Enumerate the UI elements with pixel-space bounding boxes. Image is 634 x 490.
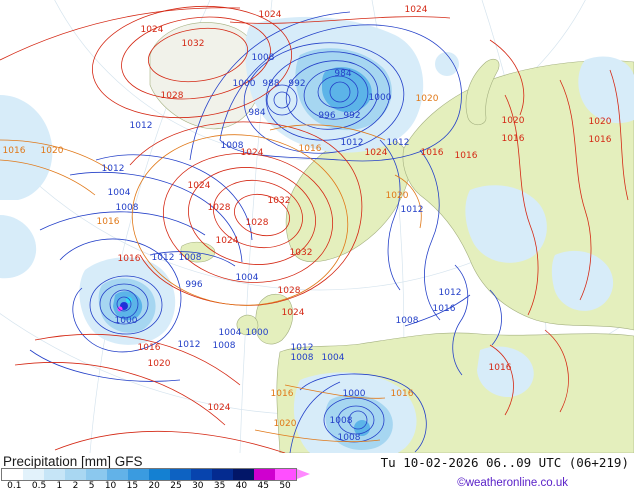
- isobars-mid: [0, 124, 422, 443]
- map-datetime: Tu 10-02-2026 06..09 UTC (06+219): [380, 455, 629, 470]
- scale-cell: [212, 469, 233, 480]
- scale-cell: [149, 469, 170, 480]
- precip-scale-values: 0.1 0.5 1 2 5 10 15 20 25 30 35 40 45 50: [2, 481, 296, 490]
- scale-value: 1: [56, 481, 63, 490]
- scale-cell: [86, 469, 107, 480]
- legend-footer: Precipitation [mm] GFS Tu 10-02-2026 06.…: [0, 453, 634, 490]
- scale-cell: [2, 469, 23, 480]
- scale-value: 30: [192, 481, 204, 490]
- scale-value: 25: [170, 481, 182, 490]
- scale-cell: [128, 469, 149, 480]
- scale-cell: [65, 469, 86, 480]
- map-area: 1024 1024 1024 1032 1008 1000 988 992 984 1028 984…: [0, 0, 634, 453]
- scale-cell: [170, 469, 191, 480]
- isobars-low: [29, 11, 502, 453]
- land-novaya-zemlya: [465, 58, 500, 126]
- scale-value: 35: [213, 481, 226, 490]
- land-ireland: [236, 314, 259, 336]
- scale-value: 10: [104, 481, 117, 490]
- scale-cell: [275, 469, 296, 480]
- scale-value: 2: [72, 481, 79, 490]
- scale-arrow: [297, 469, 310, 479]
- scale-cell: [23, 469, 44, 480]
- scale-value: 5: [88, 481, 95, 490]
- scale-cell: [191, 469, 212, 480]
- scale-value: 0.1: [7, 481, 22, 490]
- scale-value: 50: [279, 481, 291, 490]
- copyright: ©weatheronline.co.uk: [457, 477, 568, 489]
- scale-value: 45: [257, 481, 269, 490]
- scale-cell: [233, 469, 254, 480]
- scale-value: 40: [235, 481, 248, 490]
- map-title: Precipitation [mm] GFS: [3, 454, 143, 469]
- scale-cell: [44, 469, 65, 480]
- scale-value: 20: [148, 481, 160, 490]
- scale-value: 15: [126, 481, 139, 490]
- scale-value: 0.5: [31, 481, 47, 490]
- precip-color-scale: [1, 468, 297, 481]
- weather-map: [0, 0, 634, 453]
- scale-cell: [254, 469, 275, 480]
- scale-cell: [107, 469, 128, 480]
